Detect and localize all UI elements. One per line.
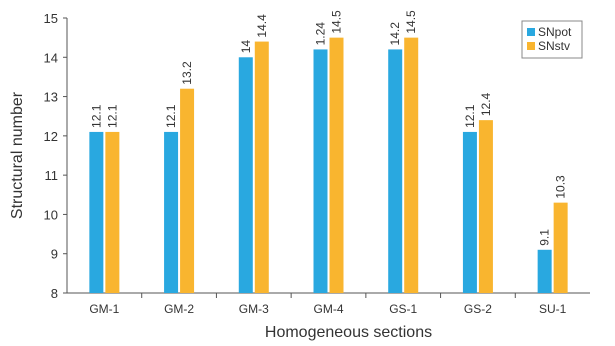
y-tick-label: 11: [45, 168, 59, 183]
data-label-snpot: 14.2: [388, 22, 402, 46]
x-axis-ticks: GM-1 GM-2 GM-3 GM-4 GS-1 GS-2 SU-1: [89, 293, 567, 316]
legend-label-snpot: SNpot: [538, 25, 572, 39]
data-label-snstv: 14.4: [255, 14, 269, 38]
y-tick-label: 13: [44, 90, 58, 105]
legend-swatch-snpot: [527, 28, 535, 36]
bar-snpot-gs-1: [388, 49, 403, 293]
bar-snpot-gs-2: [462, 131, 477, 293]
bar-snstv-gs-2: [478, 120, 493, 294]
bar-snpot-gm-3: [238, 57, 253, 294]
bar-snstv-gs-1: [404, 37, 419, 294]
y-tick-label: 14: [44, 50, 58, 65]
data-label-snpot: 1.24: [314, 22, 328, 46]
x-tick-label: GM-3: [239, 302, 269, 316]
y-axis-title: Structural number: [9, 91, 26, 219]
legend-label-snstv: SNstv: [538, 39, 570, 53]
axes: [66, 18, 590, 294]
bar-snstv-su-1: [553, 202, 568, 293]
data-label-snstv: 13.2: [180, 61, 194, 85]
legend-swatch-snstv: [527, 42, 535, 50]
data-label-snstv: 14.5: [404, 10, 418, 34]
x-tick-label: GS-1: [389, 302, 417, 316]
bar-snpot-gm-4: [313, 49, 328, 293]
data-label-snpot: 9.1: [538, 229, 552, 246]
data-label-snstv: 14.5: [330, 10, 344, 34]
y-tick-label: 12: [44, 129, 58, 144]
bars: [89, 37, 568, 294]
y-tick-label: 8: [51, 286, 58, 301]
x-tick-label: GM-2: [164, 302, 194, 316]
bar-snstv-gm-1: [105, 131, 120, 293]
data-label-snstv: 12.1: [105, 104, 119, 128]
y-tick-label: 15: [44, 11, 58, 26]
data-label-snpot: 12.1: [89, 104, 103, 128]
x-tick-label: GM-4: [314, 302, 344, 316]
data-label-snpot: 12.1: [463, 104, 477, 128]
x-tick-label: GS-2: [464, 302, 492, 316]
y-tick-label: 10: [44, 207, 58, 222]
data-label-snpot: 14: [239, 40, 253, 54]
bar-snpot-gm-2: [164, 131, 179, 293]
bar-snstv-gm-4: [329, 37, 344, 294]
legend: SNpot SNstv: [521, 20, 583, 59]
bar-snstv-gm-3: [254, 41, 269, 294]
data-label-snstv: 10.3: [554, 175, 568, 199]
y-axis-ticks: 8 9 10 11 12 13 14 15: [44, 11, 67, 301]
x-tick-label: GM-1: [89, 302, 119, 316]
bar-snpot-gm-1: [89, 131, 104, 293]
legend-box: [521, 20, 583, 59]
y-tick-label: 9: [51, 247, 58, 262]
data-label-snstv: 12.4: [479, 92, 493, 116]
bar-snstv-gm-2: [180, 88, 195, 293]
x-axis-title: Homogeneous sections: [265, 324, 432, 341]
bar-snpot-su-1: [537, 249, 552, 293]
data-label-snpot: 12.1: [164, 104, 178, 128]
x-tick-label: SU-1: [539, 302, 567, 316]
